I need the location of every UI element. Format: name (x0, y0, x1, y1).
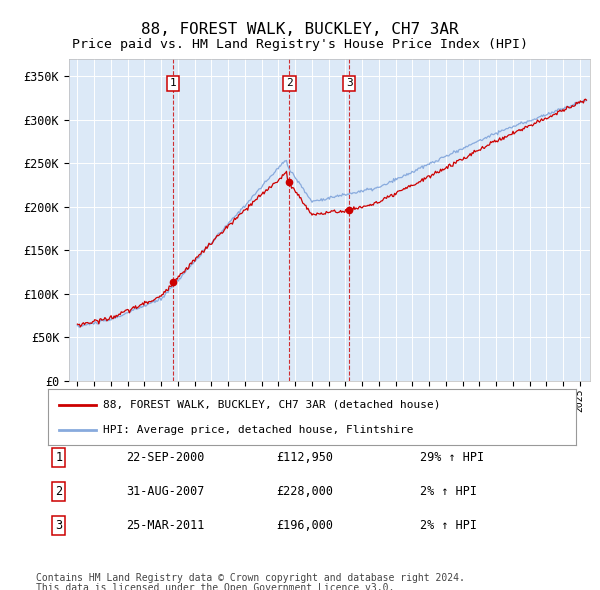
Text: 31-AUG-2007: 31-AUG-2007 (126, 485, 205, 498)
Text: HPI: Average price, detached house, Flintshire: HPI: Average price, detached house, Flin… (103, 425, 414, 435)
Text: 1: 1 (170, 78, 177, 88)
Text: 1: 1 (55, 451, 62, 464)
Text: 3: 3 (346, 78, 353, 88)
Text: 29% ↑ HPI: 29% ↑ HPI (420, 451, 484, 464)
Text: 25-MAR-2011: 25-MAR-2011 (126, 519, 205, 532)
Text: £196,000: £196,000 (276, 519, 333, 532)
Text: Contains HM Land Registry data © Crown copyright and database right 2024.: Contains HM Land Registry data © Crown c… (36, 573, 465, 584)
Text: 2: 2 (55, 485, 62, 498)
Text: This data is licensed under the Open Government Licence v3.0.: This data is licensed under the Open Gov… (36, 583, 394, 590)
Text: 88, FOREST WALK, BUCKLEY, CH7 3AR (detached house): 88, FOREST WALK, BUCKLEY, CH7 3AR (detac… (103, 399, 441, 409)
Text: 88, FOREST WALK, BUCKLEY, CH7 3AR: 88, FOREST WALK, BUCKLEY, CH7 3AR (141, 22, 459, 37)
Text: Price paid vs. HM Land Registry's House Price Index (HPI): Price paid vs. HM Land Registry's House … (72, 38, 528, 51)
Text: £228,000: £228,000 (276, 485, 333, 498)
Text: 2% ↑ HPI: 2% ↑ HPI (420, 519, 477, 532)
Text: 2% ↑ HPI: 2% ↑ HPI (420, 485, 477, 498)
Text: 3: 3 (55, 519, 62, 532)
Text: 2: 2 (286, 78, 293, 88)
Text: 22-SEP-2000: 22-SEP-2000 (126, 451, 205, 464)
Text: £112,950: £112,950 (276, 451, 333, 464)
